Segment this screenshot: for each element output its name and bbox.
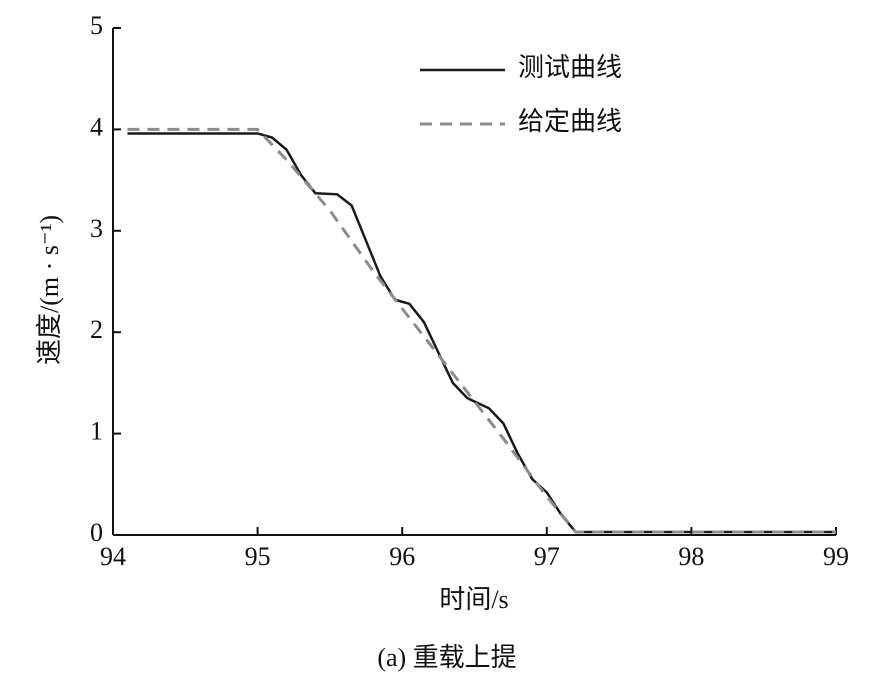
x-tick-label: 97 [534,542,560,571]
y-tick-label: 1 [90,417,103,446]
series-line [127,127,836,534]
x-tick-label: 94 [100,542,126,571]
caption: (a) 重载上提 [377,643,516,672]
legend-label: 给定曲线 [518,107,622,136]
x-axis-label: 时间/s [439,585,508,614]
x-tick-label: 99 [823,542,849,571]
x-tick-label: 96 [389,542,415,571]
series-line [127,132,836,534]
y-tick-label: 2 [90,315,103,344]
y-axis-label: 速度/(m · s⁻¹) [35,215,64,365]
x-tick-label: 98 [678,542,704,571]
y-tick-label: 0 [90,518,103,547]
y-tick-label: 5 [90,11,103,40]
y-tick-label: 4 [90,112,103,141]
y-tick-label: 3 [90,214,103,243]
x-tick-label: 95 [245,542,271,571]
legend-label: 测试曲线 [518,53,622,82]
